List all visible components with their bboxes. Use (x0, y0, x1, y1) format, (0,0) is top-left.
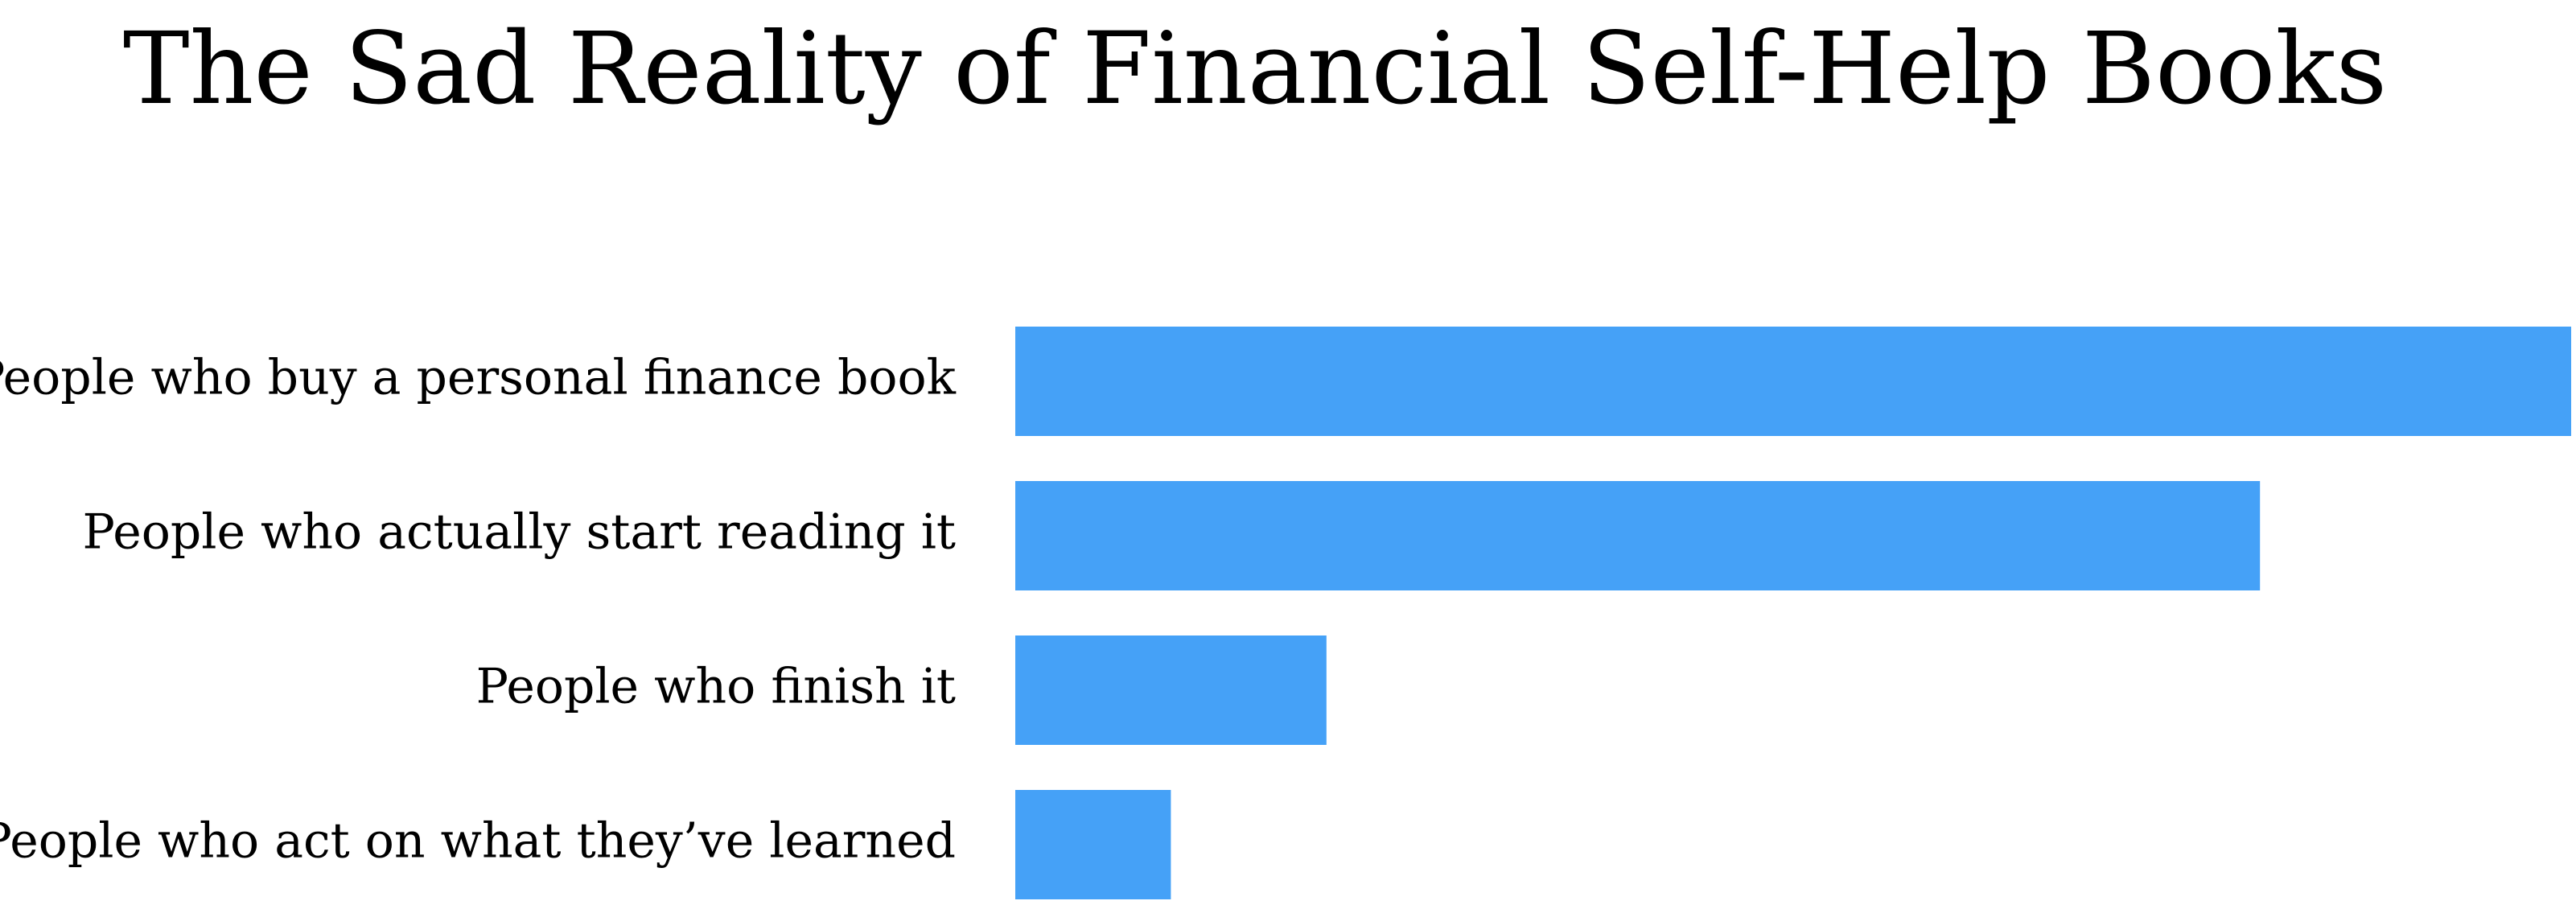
category-label-1: People who buy a personal finance book (0, 350, 957, 406)
bar-3 (1015, 635, 1327, 745)
bar-1 (1015, 327, 2571, 436)
category-labels-group: People who buy a personal finance book Pe… (0, 350, 957, 870)
category-label-2: People who actually start reading it (83, 504, 956, 561)
bar-2 (1015, 481, 2261, 590)
bars-group (1015, 327, 2571, 899)
category-label-4: People who act on what they’ve learned (0, 813, 956, 870)
bar-4 (1015, 790, 1171, 899)
chart-title: The Sad Reality of Financial Self-Help B… (123, 11, 2387, 127)
category-label-3: People who finish it (476, 659, 956, 715)
